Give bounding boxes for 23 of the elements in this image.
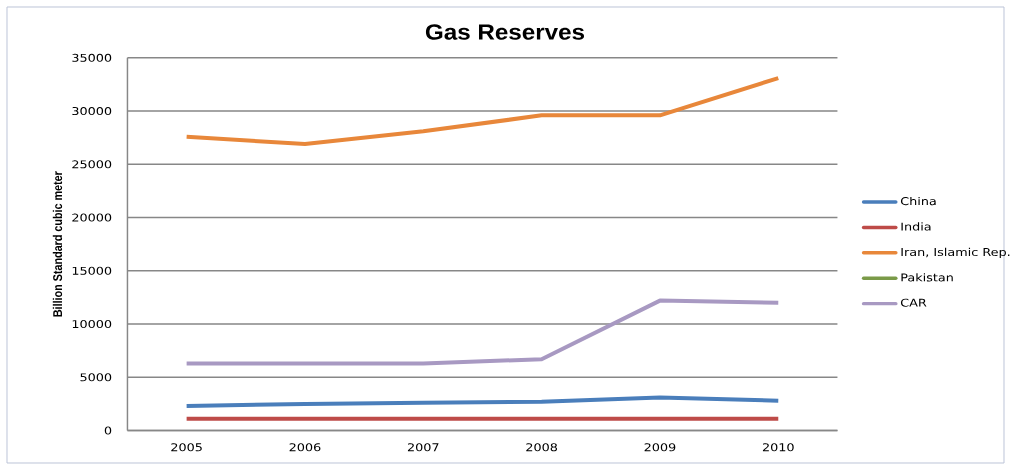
y-tick-label: 35000 (72, 53, 112, 62)
y-tick-label: 30000 (72, 107, 112, 116)
y-tick-label: 20000 (72, 213, 112, 222)
x-tick-label: 2009 (644, 443, 676, 452)
legend-label: China (900, 196, 936, 206)
y-tick-label: 25000 (72, 160, 112, 169)
line-series (184, 395, 781, 409)
x-tick-label: 2008 (526, 443, 558, 452)
y-tick-label: 10000 (72, 320, 112, 329)
legend-label: CAR (900, 298, 927, 307)
x-tick-label: 2006 (289, 443, 321, 452)
y-axis-title: Billion Standard cubic meter (52, 171, 63, 317)
y-tick-label: 0 (104, 426, 112, 435)
x-tick-label: 2005 (171, 443, 202, 452)
line-series (184, 76, 781, 147)
y-tick-label: 5000 (80, 373, 112, 382)
x-tick-label: 2010 (762, 443, 794, 452)
x-tick-label: 2007 (407, 443, 439, 452)
y-tick-label: 15000 (72, 266, 112, 275)
chart-title: Gas Reserves (425, 24, 585, 40)
legend-label: Pakistan (901, 273, 953, 282)
legend-label: Iran, Islamic Rep. (901, 247, 1010, 259)
legend-label: India (901, 222, 931, 231)
